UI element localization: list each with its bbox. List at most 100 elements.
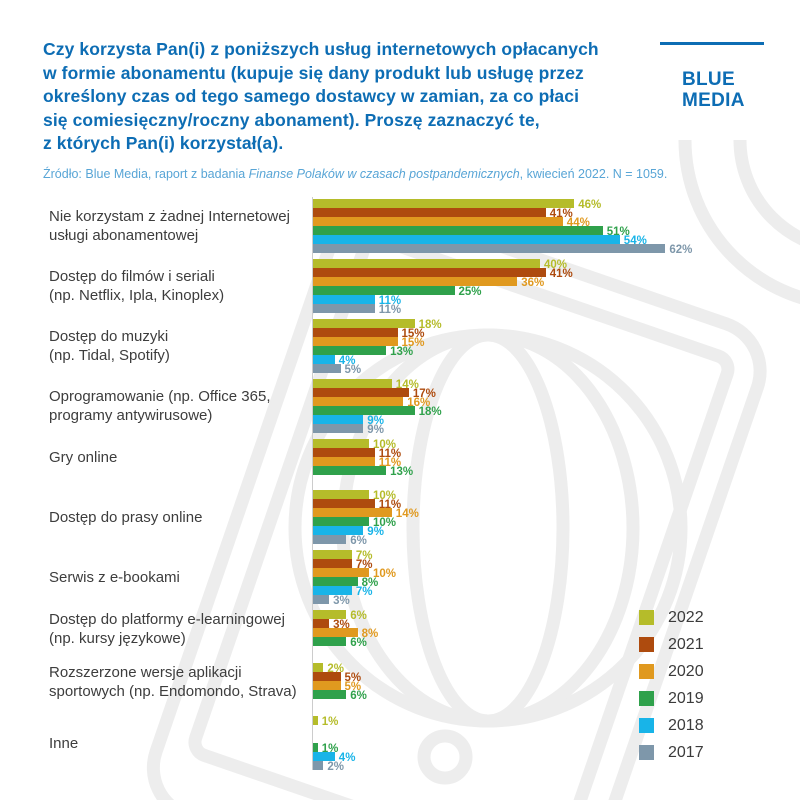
bar-2018 bbox=[312, 295, 375, 304]
category-label: Oprogramowanie (np. Office 365, programy… bbox=[49, 388, 271, 424]
bar-row: 18% bbox=[312, 318, 800, 331]
bar-value-label: 41% bbox=[549, 267, 573, 280]
bar-2021 bbox=[312, 448, 375, 457]
bar-2021 bbox=[312, 499, 375, 508]
legend-year-label: 2021 bbox=[668, 635, 704, 653]
bar-value-label: 5% bbox=[344, 363, 362, 376]
bar-2019 bbox=[312, 286, 455, 295]
bar-2017 bbox=[312, 244, 666, 253]
bar-2022 bbox=[312, 490, 369, 499]
bar-value-label: 8% bbox=[361, 576, 379, 589]
bar-value-label: 51% bbox=[606, 225, 630, 238]
bar-value-label: 10% bbox=[373, 489, 397, 502]
category-label: Dostęp do muzyki (np. Tidal, Spotify) bbox=[49, 328, 170, 364]
bar-row: 13% bbox=[312, 346, 800, 357]
bar-value-label: 15% bbox=[401, 336, 425, 349]
bar-row: 1% bbox=[312, 715, 800, 728]
bar-row: 9% bbox=[312, 414, 800, 427]
legend-year-label: 2018 bbox=[668, 716, 704, 734]
bar-2020 bbox=[312, 568, 369, 577]
bar-row: 7% bbox=[312, 586, 800, 597]
bar-value-label: 11% bbox=[378, 498, 402, 511]
bar-row: 14% bbox=[312, 378, 800, 391]
bar-row: 25% bbox=[312, 285, 800, 298]
bar-value-label: 9% bbox=[367, 414, 384, 427]
bar-2021 bbox=[312, 268, 546, 277]
bar-2022 bbox=[312, 550, 352, 559]
bar-value-label: 46% bbox=[578, 198, 602, 211]
bar-2020 bbox=[312, 508, 392, 517]
bar-2020 bbox=[312, 457, 375, 466]
bar-2022 bbox=[312, 610, 347, 619]
bar-value-label: 44% bbox=[566, 216, 590, 229]
bar-row: 11% bbox=[312, 294, 800, 307]
bar-row: 5% bbox=[312, 671, 800, 684]
bar-2018 bbox=[312, 526, 364, 535]
bar-2018 bbox=[312, 752, 335, 761]
bar-value-label: 11% bbox=[378, 294, 402, 307]
bar-row: 36% bbox=[312, 276, 800, 289]
bar-row: 3% bbox=[312, 595, 800, 606]
bar-2020 bbox=[312, 277, 518, 286]
bar-row: 6% bbox=[312, 637, 800, 648]
bar-2021 bbox=[312, 619, 330, 628]
legend-swatch bbox=[639, 610, 654, 625]
bar-value-label: 1% bbox=[321, 715, 339, 728]
bar-value-label: 9% bbox=[367, 525, 384, 538]
category-label: Inne bbox=[49, 734, 79, 752]
bar-row: 2% bbox=[312, 662, 800, 675]
bar-row: 15% bbox=[312, 336, 800, 349]
legend-year-label: 2022 bbox=[668, 608, 704, 626]
bar-2019 bbox=[312, 406, 415, 415]
bar-2022 bbox=[312, 716, 318, 725]
bar-value-label: 36% bbox=[521, 276, 545, 289]
bar-2019 bbox=[312, 466, 387, 475]
bar-value-label: 18% bbox=[418, 318, 442, 331]
bar-value-label: 6% bbox=[350, 609, 367, 622]
bar-value-label: 4% bbox=[338, 354, 356, 367]
bar-row: 46% bbox=[312, 198, 800, 211]
bar-2020 bbox=[312, 628, 358, 637]
bar-2021 bbox=[312, 388, 409, 397]
bar-2018 bbox=[312, 586, 352, 595]
bar-rows: 7% 7% 10% 8% 7% 3% bbox=[312, 550, 800, 606]
category-group: Dostęp do prasy online 10% 11% 14% 10% 9% 6% bbox=[0, 489, 800, 547]
legend-item-2018: 2018 bbox=[639, 716, 704, 734]
bar-value-label: 41% bbox=[549, 207, 573, 220]
bar-row: 2% bbox=[312, 761, 800, 772]
legend-item-2020: 2020 bbox=[639, 662, 704, 680]
bar-2022 bbox=[312, 199, 575, 208]
bar-value-label: 62% bbox=[669, 243, 693, 256]
bar-row: 17% bbox=[312, 388, 800, 399]
bar-value-label: 2% bbox=[327, 662, 345, 675]
bar-row: 6% bbox=[312, 535, 800, 546]
bar-value-label: 7% bbox=[355, 558, 373, 571]
bar-row: 6% bbox=[312, 689, 800, 702]
legend-year-label: 2020 bbox=[668, 662, 704, 680]
bar-value-label: 9% bbox=[367, 423, 384, 436]
bar-row: 51% bbox=[312, 225, 800, 238]
bar-2019 bbox=[312, 226, 603, 235]
bar-row: 4% bbox=[312, 752, 800, 763]
bar-2019 bbox=[312, 637, 347, 646]
legend-swatch bbox=[639, 664, 654, 679]
bar-rows: 40% 41% 36% 25% 11% 11% bbox=[312, 259, 800, 315]
bar-row: 14% bbox=[312, 508, 800, 519]
bar-2017 bbox=[312, 304, 375, 313]
bar-value-label: 6% bbox=[350, 689, 367, 702]
bar-2021 bbox=[312, 208, 546, 217]
bar-row: 8% bbox=[312, 628, 800, 639]
bar-value-label: 11% bbox=[378, 456, 402, 469]
legend-year-label: 2017 bbox=[668, 743, 704, 761]
bar-value-label: 5% bbox=[344, 671, 362, 684]
category-label: Dostęp do filmów i seriali (np. Netflix,… bbox=[49, 268, 225, 304]
category-group: Inne 1% 1% 4% 2% bbox=[0, 715, 800, 773]
legend-item-2021: 2021 bbox=[639, 635, 704, 653]
bar-row: 5% bbox=[312, 363, 800, 376]
bar-value-label: 25% bbox=[458, 285, 482, 298]
bar-2020 bbox=[312, 397, 404, 406]
bar-value-label: 14% bbox=[395, 378, 419, 391]
bar-rows: 1% 1% 4% 2% bbox=[312, 715, 800, 772]
bar-row: 10% bbox=[312, 439, 800, 450]
